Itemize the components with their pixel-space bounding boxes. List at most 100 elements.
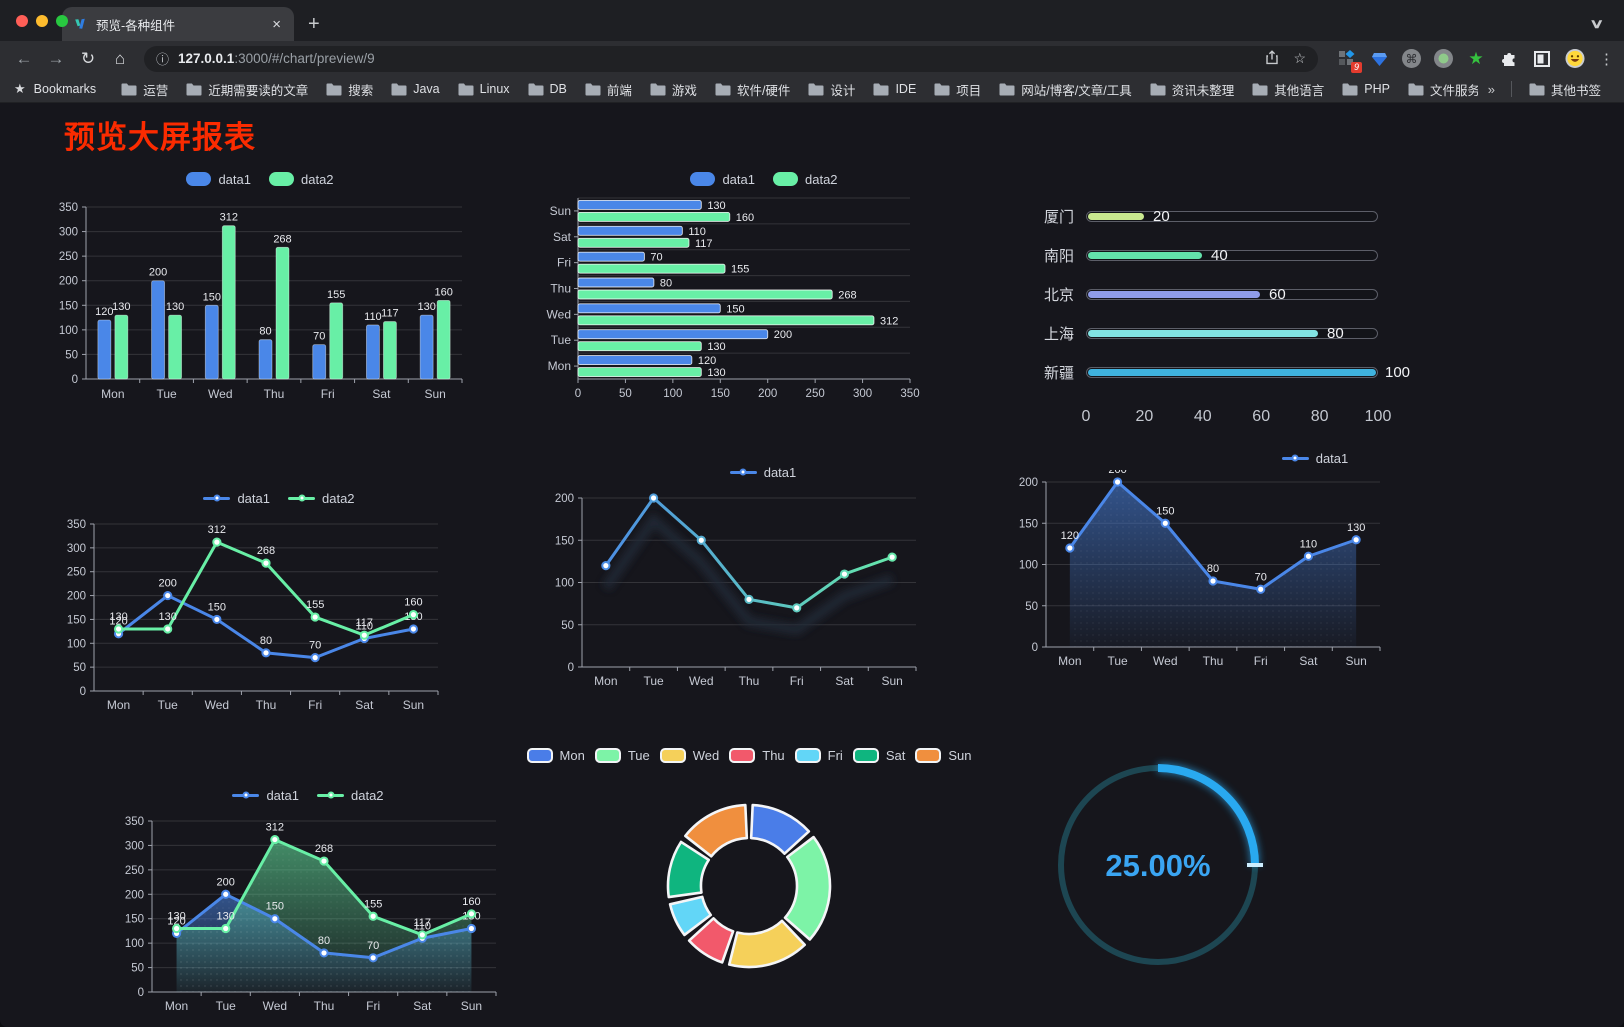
bookmark-folder[interactable]: PHP: [1333, 80, 1399, 98]
dot-extension-icon[interactable]: [1434, 49, 1453, 68]
bookmark-folder[interactable]: 资讯未整理: [1141, 78, 1244, 101]
chart-card-bar-horizontal: data1 data2 0 50 100 150 200 250 300 350 Sun 130 16…: [510, 169, 990, 410]
progress-track[interactable]: 100: [1086, 364, 1410, 381]
close-tab-icon[interactable]: ×: [272, 15, 281, 33]
gauge-chart[interactable]: 25.00%: [1046, 753, 1270, 977]
bookmark-folder[interactable]: 近期需要读的文章: [177, 78, 317, 101]
bookmark-folder[interactable]: 项目: [925, 78, 990, 101]
legend-item[interactable]: Tue: [594, 747, 650, 763]
svg-text:130: 130: [217, 910, 235, 922]
legend-item[interactable]: data2: [269, 172, 334, 187]
legend-item[interactable]: data2: [773, 172, 838, 187]
bookmark-page-star-icon[interactable]: ☆: [1293, 50, 1306, 66]
minimize-window-button[interactable]: [36, 15, 48, 27]
svg-text:150: 150: [1019, 518, 1038, 530]
legend-item[interactable]: data2: [288, 491, 355, 506]
progress-value: 60: [1269, 286, 1286, 303]
legend-item[interactable]: data1: [232, 788, 299, 803]
tab-search-chevron-icon[interactable]: ∨: [1589, 16, 1605, 31]
progress-track[interactable]: 20: [1086, 208, 1378, 225]
green-star-extension-icon[interactable]: ★: [1468, 48, 1484, 68]
svg-text:250: 250: [125, 865, 144, 877]
legend-item[interactable]: Mon: [526, 747, 585, 763]
svg-text:Fri: Fri: [557, 256, 571, 270]
legend-item[interactable]: Thu: [729, 747, 785, 763]
emoji-extension-icon[interactable]: [1565, 48, 1585, 69]
svg-text:268: 268: [257, 545, 275, 557]
progress-track[interactable]: 60: [1086, 286, 1378, 303]
legend-item[interactable]: data1: [203, 491, 270, 506]
site-info-icon[interactable]: ⓘ: [156, 52, 170, 67]
grouped-bar-chart[interactable]: 0 50 100 150 200 250 300 350 120 200 150 80 70 110 130…: [40, 195, 468, 407]
bookmark-folder[interactable]: 搜索: [317, 78, 382, 101]
svg-text:350: 350: [59, 202, 78, 214]
bookmark-folder[interactable]: DB: [519, 80, 576, 98]
donut-slice-Fri: [668, 895, 713, 937]
progress-track[interactable]: 40: [1086, 247, 1378, 264]
legend-item[interactable]: data1: [1281, 451, 1348, 466]
home-icon[interactable]: ⌂: [114, 48, 126, 68]
legend-item[interactable]: data1: [690, 172, 755, 187]
svg-text:80: 80: [260, 635, 272, 647]
folder-icon: [808, 83, 824, 95]
extension-grid-icon[interactable]: 9: [1336, 49, 1362, 73]
bookmark-folder-label: DB: [549, 82, 567, 96]
legend-item[interactable]: data1: [729, 465, 796, 480]
bookmark-folder[interactable]: Java: [382, 80, 448, 98]
legend-label: data1: [266, 787, 299, 803]
bookmarks-overflow-chevron[interactable]: »: [1487, 81, 1495, 97]
svg-text:130: 130: [167, 910, 185, 922]
svg-text:110: 110: [364, 311, 382, 323]
close-window-button[interactable]: [16, 15, 28, 27]
bookmark-folder[interactable]: IDE: [864, 80, 925, 98]
gem-extension-icon[interactable]: [1369, 49, 1389, 69]
bookmarks-star-icon[interactable]: ★: [14, 81, 26, 96]
folder-icon: [326, 83, 342, 95]
new-tab-button[interactable]: +: [308, 13, 320, 35]
bookmark-folder[interactable]: 软件/硬件: [706, 78, 799, 101]
bookmark-folder[interactable]: 设计: [799, 78, 864, 101]
bookmark-folder[interactable]: 其他语言: [1243, 78, 1333, 101]
browser-menu-kebab-icon[interactable]: ⋮: [1599, 50, 1614, 68]
bookmark-folder[interactable]: 运营: [112, 78, 177, 101]
bookmark-folder[interactable]: 网站/博客/文章/工具: [990, 78, 1140, 101]
back-icon[interactable]: ←: [15, 48, 33, 68]
svg-text:200: 200: [125, 889, 144, 901]
stacked-area-chart[interactable]: 0 50 100 150 200 250 300 350 Mon Tue Wed Thu Fri Sat S…: [106, 809, 506, 1019]
command-extension-icon[interactable]: ⌘: [1402, 49, 1421, 68]
reader-extension-icon[interactable]: [1532, 49, 1552, 69]
bookmark-folder[interactable]: Linux: [449, 80, 519, 98]
bookmark-folder[interactable]: 游戏: [641, 78, 706, 101]
svg-text:130: 130: [112, 301, 130, 313]
legend-item[interactable]: Sat: [852, 747, 905, 763]
legend-item[interactable]: Wed: [659, 747, 719, 763]
area-chart[interactable]: 0 50 100 150 200 Mon Tue Wed Thu Fri Sat Sun 120 200 1…: [1000, 464, 1390, 674]
forward-icon[interactable]: →: [47, 48, 65, 68]
progress-bar-chart[interactable]: 厦门 20 南阳 40 北京 60 上海 80 新疆 100 0 20 40 60 80 100: [1008, 197, 1410, 432]
legend-item[interactable]: data1: [186, 172, 251, 187]
line-series-data2: [113, 537, 419, 640]
share-icon[interactable]: [1265, 49, 1279, 68]
legend-swatch: [186, 172, 212, 186]
legend-item[interactable]: Fri: [794, 747, 843, 763]
browser-tab[interactable]: 预览-各种组件 ×: [62, 7, 294, 41]
donut-chart[interactable]: [646, 783, 852, 989]
line-chart[interactable]: 0 50 100 150 200 250 300 350 Mon Tue Wed Thu Fri Sat S…: [48, 512, 448, 718]
maximize-window-button[interactable]: [56, 15, 68, 27]
bookmark-folder-label: Java: [413, 82, 440, 96]
bookmarks-label[interactable]: Bookmarks: [33, 82, 97, 96]
chart-card-line-grouped: data1 data2 0 50 100 150 200 250 300 350 Mon Tue We…: [40, 488, 510, 723]
reload-icon[interactable]: ↻: [80, 48, 96, 68]
extensions-puzzle-icon[interactable]: [1499, 49, 1519, 69]
other-bookmarks-folder[interactable]: 其他书签: [1520, 78, 1610, 101]
bookmark-folder[interactable]: 文件服务器: [1399, 78, 1478, 101]
gradient-line-chart[interactable]: 0 50 100 150 200 Mon Tue Wed Thu Fri Sat Sun: [536, 486, 926, 694]
svg-text:110: 110: [414, 920, 432, 932]
address-bar[interactable]: ⓘ 127.0.0.1:3000/#/chart/preview/9 ☆: [144, 45, 1318, 72]
legend-item[interactable]: Sun: [915, 747, 971, 763]
legend-item[interactable]: data2: [317, 788, 384, 803]
svg-text:Fri: Fri: [308, 698, 322, 712]
bookmark-folder[interactable]: 前端: [576, 78, 641, 101]
progress-track[interactable]: 80: [1086, 325, 1378, 342]
